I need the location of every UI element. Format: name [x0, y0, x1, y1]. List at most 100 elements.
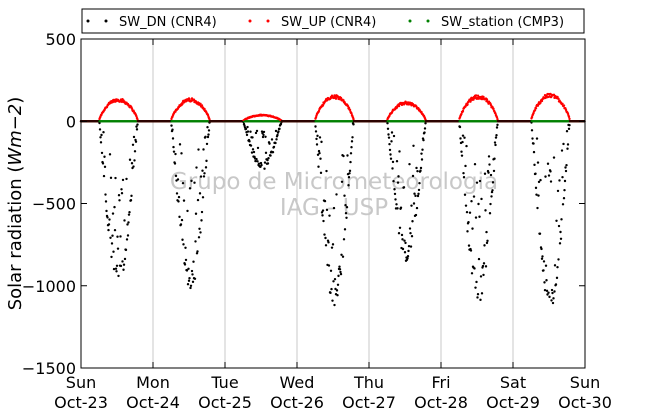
- sw-dn-point: [115, 264, 119, 267]
- sw-dn-point: [350, 140, 354, 143]
- sw-dn-point: [395, 160, 399, 163]
- y-axis-label: Solar radiation (Wm−2): [5, 97, 26, 311]
- sw-dn-point: [331, 299, 334, 302]
- sw-up-point: [352, 117, 355, 121]
- sw-dn-point: [315, 143, 319, 146]
- sw-dn-point: [204, 166, 208, 169]
- sw-dn-point: [387, 133, 390, 136]
- sw-dn-point: [121, 178, 125, 182]
- sw-dn-point: [560, 218, 563, 221]
- sw-dn-point: [128, 211, 131, 214]
- sw-dn-point: [347, 184, 350, 187]
- sw-dn-point: [195, 166, 198, 169]
- sw-dn-point: [111, 212, 115, 215]
- sw-dn-point: [335, 193, 338, 196]
- sw-dn-point: [104, 193, 107, 196]
- sw-dn-point: [266, 158, 269, 162]
- sw-up-point: [482, 95, 485, 99]
- sw-up-point: [562, 104, 566, 107]
- sw-dn-point: [339, 270, 342, 274]
- sw-dn-point: [114, 176, 117, 180]
- sw-dn-point: [103, 155, 106, 158]
- sw-dn-point: [467, 244, 471, 247]
- sw-dn-point: [399, 206, 403, 209]
- x-tick-label-date: Oct-25: [198, 393, 252, 409]
- sw-dn-point: [477, 257, 481, 261]
- sw-dn-point: [198, 192, 202, 195]
- sw-dn-point: [556, 265, 559, 269]
- sw-dn-point: [248, 140, 251, 143]
- sw-dn-point: [128, 158, 132, 161]
- sw-dn-point: [332, 280, 335, 283]
- sw-dn-point: [462, 176, 466, 179]
- sw-up-point: [474, 94, 478, 97]
- sw-dn-point: [329, 291, 332, 295]
- sw-dn-point: [193, 181, 196, 184]
- sw-dn-point: [115, 270, 118, 273]
- legend-marker: [104, 19, 108, 23]
- sw-dn-point: [342, 154, 345, 158]
- sw-dn-point: [98, 121, 101, 125]
- sw-dn-point: [133, 150, 137, 153]
- sw-dn-point: [406, 257, 409, 260]
- y-axis-ticks: 500 0 −500 −1000 −1500: [22, 30, 585, 378]
- sw-dn-point: [545, 289, 549, 293]
- sw-dn-point: [194, 212, 198, 215]
- sw-dn-point: [352, 123, 355, 126]
- legend-label: SW_UP (CNR4): [281, 15, 376, 30]
- sw-dn-point: [461, 140, 464, 144]
- sw-dn-point: [394, 198, 397, 201]
- sw-up-point: [199, 102, 202, 106]
- sw-dn-point: [178, 215, 181, 219]
- sw-dn-point: [318, 136, 322, 139]
- sw-dn-point: [246, 130, 250, 133]
- sw-dn-point: [530, 129, 534, 132]
- sw-dn-point: [469, 249, 473, 252]
- sw-dn-point: [533, 163, 536, 167]
- sw-dn-point: [557, 258, 560, 261]
- sw-dn-point: [181, 181, 185, 185]
- sw-dn-point: [345, 206, 349, 209]
- sw-dn-point: [98, 128, 102, 131]
- sw-dn-point: [314, 130, 318, 133]
- sw-dn-point: [327, 241, 330, 244]
- sw-dn-point: [550, 299, 553, 302]
- sw-dn-point: [482, 262, 486, 265]
- sw-up-point: [496, 118, 499, 121]
- sw-dn-point: [329, 269, 333, 272]
- sw-up-point: [536, 104, 540, 107]
- sw-up-point: [321, 104, 325, 107]
- sw-dn-point: [261, 135, 265, 139]
- sw-dn-point: [106, 216, 109, 219]
- sw-dn-point: [176, 178, 180, 181]
- sw-dn-point: [563, 188, 566, 192]
- sw-dn-point: [105, 209, 108, 213]
- sw-dn-point: [548, 295, 551, 299]
- sw-dn-point: [473, 267, 476, 270]
- sw-dn-point: [190, 269, 194, 273]
- sw-dn-point: [464, 164, 467, 168]
- legend-entry: SW_UP (CNR4): [248, 15, 376, 30]
- sw-dn-point: [402, 186, 406, 189]
- sw-dn-point: [494, 136, 498, 139]
- sw-dn-point: [136, 123, 139, 126]
- sw-dn-point: [173, 162, 177, 165]
- sw-dn-point: [465, 144, 468, 148]
- sw-dn-point: [100, 151, 104, 155]
- sw-dn-point: [420, 152, 423, 155]
- sw-dn-point: [540, 247, 543, 251]
- sw-dn-point: [187, 267, 190, 271]
- sw-dn-point: [263, 161, 267, 164]
- sw-dn-point: [272, 145, 276, 149]
- watermark: Grupo de Micrometeorologia IAG - USP: [170, 169, 498, 221]
- sw-dn-point: [127, 221, 130, 224]
- sw-dn-point: [254, 159, 257, 163]
- sw-dn-point: [493, 157, 496, 160]
- sw-dn-point: [568, 123, 571, 127]
- sw-dn-point: [185, 269, 189, 272]
- sw-dn-point: [537, 194, 540, 197]
- sw-dn-point: [540, 257, 544, 260]
- sw-dn-point: [117, 194, 121, 197]
- sw-dn-point: [386, 127, 390, 130]
- sw-dn-point: [562, 142, 565, 146]
